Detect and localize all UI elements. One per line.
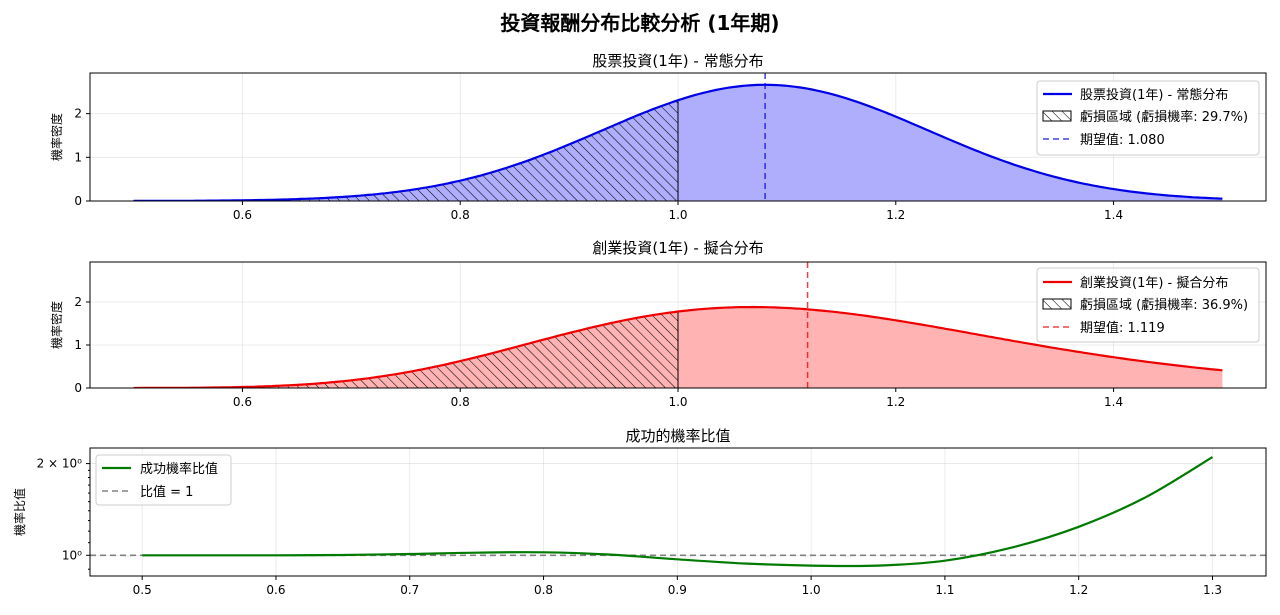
x-tick-label: 0.8	[451, 395, 470, 409]
x-tick-label: 0.8	[451, 208, 470, 222]
x-tick-label: 1.0	[802, 583, 821, 597]
x-tick-label: 0.8	[534, 583, 553, 597]
venture-distribution-panel: 創業投資(1年) - 擬合分布 0.6 0.8 1.0 1.2 1.4 0 1 2 機率密度…	[49, 239, 1267, 409]
legend-entry-ratio: 成功機率比值	[140, 461, 218, 477]
x-tick-label: 1.2	[886, 395, 905, 409]
y-tick-label: 0	[74, 194, 82, 208]
legend-entry-loss: 虧損區域 (虧損機率: 36.9%)	[1080, 297, 1248, 313]
ratio-curve	[142, 456, 1214, 568]
panel-3-title: 成功的機率比值	[625, 427, 730, 445]
y-tick-label: 2 × 10⁰	[37, 457, 83, 471]
panel-2-title: 創業投資(1年) - 擬合分布	[592, 239, 763, 257]
y-tick-label: 10⁰	[62, 548, 82, 562]
x-tick-label: 1.2	[886, 208, 905, 222]
x-tick-label: 1.4	[1104, 395, 1123, 409]
y-tick-label: 2	[74, 295, 82, 309]
legend-hatch-marker	[1042, 298, 1072, 310]
legend-box	[1036, 267, 1260, 343]
legend-box	[1036, 80, 1260, 156]
legend-hatch-marker	[1042, 110, 1072, 122]
legend-entry-expected: 期望值: 1.119	[1080, 320, 1165, 336]
panel-1-x-axis: 0.6 0.8 1.0 1.2 1.4	[233, 201, 1123, 222]
x-tick-label: 0.6	[233, 395, 252, 409]
panel-1-title: 股票投資(1年) - 常態分布	[592, 52, 763, 70]
x-tick-label: 1.3	[1203, 583, 1222, 597]
x-tick-label: 1.2	[1069, 583, 1088, 597]
panel-3-ylabel: 機率比值	[12, 488, 27, 536]
y-tick-label: 0	[74, 381, 82, 395]
panel-2-y-axis: 0 1 2	[74, 295, 90, 395]
probability-ratio-panel: 成功的機率比值 0.5 0.6 0.7 0.8 0.9 1.0 1.1 1.2 1.3 10⁰ 2…	[12, 427, 1267, 597]
panel-3-x-axis: 0.5 0.6 0.7 0.8 0.9 1.0 1.1 1.2 1.3	[133, 576, 1222, 597]
y-tick-label: 1	[74, 150, 82, 164]
panel-2-ylabel: 機率密度	[49, 301, 64, 349]
x-tick-label: 1.0	[668, 395, 687, 409]
y-tick-label: 2	[74, 107, 82, 121]
x-tick-label: 0.6	[266, 583, 285, 597]
legend-entry-reference: 比值 = 1	[140, 484, 193, 500]
x-tick-label: 1.0	[668, 208, 687, 222]
legend-entry-curve: 股票投資(1年) - 常態分布	[1080, 87, 1228, 103]
legend-entry-expected: 期望值: 1.080	[1080, 132, 1165, 148]
y-tick-label: 1	[74, 338, 82, 352]
legend-entry-curve: 創業投資(1年) - 擬合分布	[1080, 275, 1228, 291]
x-tick-label: 0.7	[400, 583, 419, 597]
panel-2-legend: 創業投資(1年) - 擬合分布 虧損區域 (虧損機率: 36.9%) 期望值: …	[1036, 267, 1260, 343]
x-tick-label: 1.1	[935, 583, 954, 597]
x-tick-label: 0.6	[233, 208, 252, 222]
figure-title: 投資報酬分布比較分析 (1年期)	[500, 11, 779, 35]
panel-1-y-axis: 0 1 2	[74, 107, 90, 208]
panel-3-y-axis: 10⁰ 2 × 10⁰	[37, 457, 90, 570]
legend-entry-loss: 虧損區域 (虧損機率: 29.7%)	[1080, 109, 1248, 125]
panel-3-frame	[89, 447, 1267, 577]
panel-1-legend: 股票投資(1年) - 常態分布 虧損區域 (虧損機率: 29.7%) 期望值: …	[1036, 80, 1260, 156]
panel-3-legend: 成功機率比值 比值 = 1	[95, 454, 232, 506]
panel-1-ylabel: 機率密度	[49, 113, 64, 161]
panel-3-grid	[90, 448, 1266, 576]
stock-density-curve	[133, 83, 1223, 201]
stock-distribution-panel: 股票投資(1年) - 常態分布 0.6 0.8 1.0 1.2 1.4 0 1 2 機率密度…	[49, 52, 1267, 222]
x-tick-label: 0.9	[668, 583, 687, 597]
x-tick-label: 0.5	[133, 583, 152, 597]
venture-density-curve	[133, 305, 1223, 388]
venture-loss-region	[133, 310, 679, 388]
panel-2-x-axis: 0.6 0.8 1.0 1.2 1.4	[233, 388, 1123, 409]
x-tick-label: 1.4	[1104, 208, 1123, 222]
stock-loss-region	[133, 99, 679, 201]
